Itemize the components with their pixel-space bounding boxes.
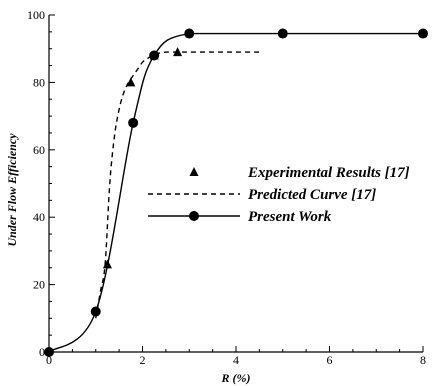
series-layer (44, 28, 428, 357)
present-work-point (44, 347, 54, 357)
legend-triangle-swatch (189, 167, 199, 176)
x-tick-label: 0 (46, 353, 52, 367)
x-tick-label: 8 (420, 353, 426, 367)
y-axis-label: Under Flow Efficiency (5, 133, 19, 247)
present-work-point (184, 28, 195, 39)
legend-item-1: Predicted Curve [17] (148, 187, 376, 203)
series-0 (102, 47, 183, 269)
legend-circle-swatch (189, 211, 199, 221)
present-work-point (277, 28, 288, 39)
x-axis-label: R (%) (221, 371, 251, 385)
series-2 (44, 28, 428, 357)
present-work-point (418, 28, 428, 39)
experimental-point (126, 77, 136, 87)
y-tick-label: 80 (33, 75, 45, 89)
predicted-curve-line (95, 51, 260, 319)
y-tick-label: 40 (33, 210, 45, 224)
y-tick-label: 100 (27, 8, 45, 22)
present-work-point (128, 117, 139, 128)
legend-label: Experimental Results [17] (247, 165, 410, 181)
legend-item-0: Experimental Results [17] (189, 165, 410, 181)
series-1 (95, 51, 260, 319)
y-tick-label: 0 (39, 345, 45, 359)
y-tick-label: 60 (33, 143, 45, 157)
present-work-point (90, 306, 101, 317)
legend: Experimental Results [17] Predicted Curve… (148, 165, 410, 225)
x-tick-label: 4 (233, 353, 239, 367)
x-tick-label: 6 (327, 353, 333, 367)
y-tick-label: 20 (33, 278, 45, 292)
present-work-point (149, 50, 160, 61)
legend-label: Predicted Curve [17] (248, 187, 376, 203)
x-tick-label: 2 (140, 353, 146, 367)
legend-label: Present Work (248, 209, 332, 225)
legend-item-2: Present Work (148, 209, 332, 225)
